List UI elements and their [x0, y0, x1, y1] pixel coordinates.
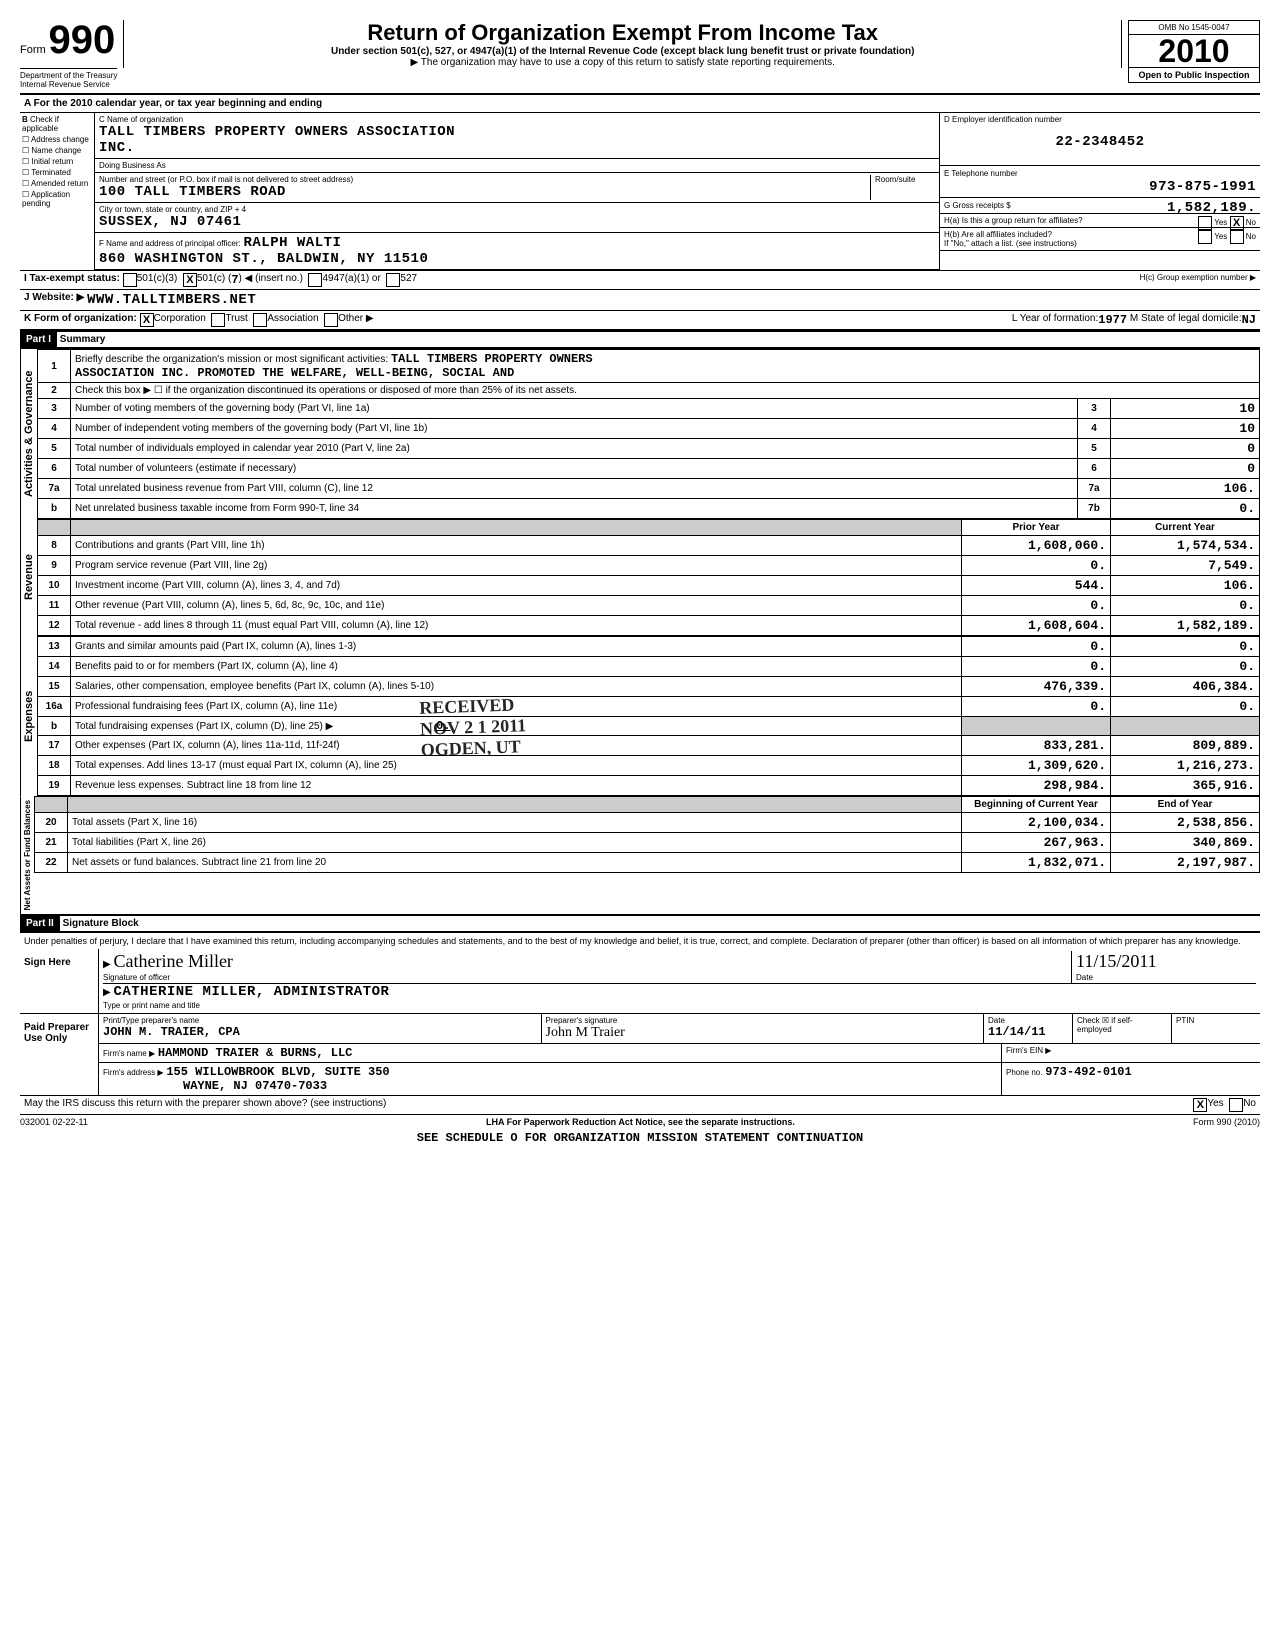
gross-receipts: 1,582,189. — [1167, 200, 1256, 216]
right-column: D Employer identification number 22-2348… — [940, 113, 1260, 270]
ein: 22-2348452 — [944, 134, 1256, 150]
received-stamp: RECEIVED NOV 2 1 2011 OGDEN, UT — [419, 694, 527, 761]
website: WWW.TALLTIMBERS.NET — [87, 292, 256, 308]
officer-addr: 860 WASHINGTON ST., BALDWIN, NY 11510 — [99, 251, 428, 267]
f-label: F Name and address of principal officer: — [99, 239, 241, 248]
street-address: 100 TALL TIMBERS ROAD — [99, 184, 870, 200]
hb-label: H(b) Are all affiliates included? — [944, 230, 1052, 239]
check-terminated: ☐ Terminated — [22, 168, 92, 177]
dba-label: Doing Business As — [95, 159, 939, 173]
row-a: A For the 2010 calendar year, or tax yea… — [20, 95, 1260, 113]
see-schedule: SEE SCHEDULE O FOR ORGANIZATION MISSION … — [20, 1131, 1260, 1145]
ptin-label: PTIN — [1172, 1014, 1260, 1043]
org-name-2: INC. — [99, 140, 935, 156]
row-i: I Tax-exempt status: 501(c)(3) X 501(c) … — [20, 271, 1260, 290]
firm-phone: 973-492-0101 — [1045, 1065, 1131, 1079]
room-label: Room/suite — [870, 175, 935, 200]
revenue-section: Revenue Prior YearCurrent Year 8Contribu… — [20, 519, 1260, 636]
discuss-no — [1229, 1098, 1243, 1112]
net-assets-section: Net Assets or Fund Balances Beginning of… — [20, 796, 1260, 914]
block-b: B Check if applicable ☐ Address change ☐… — [20, 113, 1260, 271]
expenses-section: Expenses 13Grants and similar amounts pa… — [20, 636, 1260, 796]
firm-addr-2: WAYNE, NJ 07470-7033 — [103, 1079, 327, 1093]
d-label: D Employer identification number — [944, 115, 1256, 124]
preparer-date: 11/14/11 — [988, 1025, 1068, 1039]
firm-name: HAMMOND TRAIER & BURNS, LLC — [158, 1046, 352, 1060]
title-block: Return of Organization Exempt From Incom… — [123, 20, 1122, 68]
footer: 032001 02-22-11 LHA For Paperwork Reduct… — [20, 1115, 1260, 1127]
ha-yes-box — [1198, 216, 1212, 230]
officer-signature: Catherine Miller — [113, 951, 232, 971]
header-note: ▶ The organization may have to use a cop… — [134, 57, 1111, 68]
self-employed-check: Check ☒ if self-employed — [1073, 1014, 1172, 1043]
city-label: City or town, state or country, and ZIP … — [99, 205, 935, 214]
addr-label: Number and street (or P.O. box if mail i… — [99, 175, 870, 184]
hb-note: If "No," attach a list. (see instruction… — [944, 239, 1077, 248]
form-header: Form 990 Department of the Treasury Inte… — [20, 20, 1260, 95]
c-label: C Name of organization — [99, 115, 935, 124]
form-number: 990 — [48, 18, 115, 62]
sig-date: 11/15/2011 — [1076, 951, 1157, 971]
subtitle: Under section 501(c), 527, or 4947(a)(1)… — [134, 46, 1111, 57]
check-initial: ☐ Initial return — [22, 157, 92, 166]
preparer-name: JOHN M. TRAIER, CPA — [103, 1025, 537, 1039]
paid-preparer-row: Paid Preparer Use Only Print/Type prepar… — [20, 1014, 1260, 1096]
dept-treasury: Department of the Treasury — [20, 68, 117, 80]
phone: 973-875-1991 — [944, 179, 1256, 195]
preparer-signature: John M Traier — [546, 1025, 980, 1041]
perjury-statement: Under penalties of perjury, I declare th… — [20, 933, 1260, 949]
firm-addr-1: 155 WILLOWBROOK BLVD, SUITE 350 — [166, 1065, 389, 1079]
501c-checked: X — [183, 273, 197, 287]
ha-no-box: X — [1230, 216, 1244, 230]
discuss-yes: X — [1193, 1098, 1207, 1112]
part1-header: Part I Summary — [20, 330, 1260, 349]
row-k: K Form of organization: X Corporation Tr… — [20, 311, 1260, 330]
open-public: Open to Public Inspection — [1129, 67, 1259, 82]
check-address: ☐ Address change — [22, 135, 92, 144]
officer-name: RALPH WALTI — [243, 235, 341, 251]
form-number-block: Form 990 Department of the Treasury Inte… — [20, 20, 117, 89]
dept-irs: Internal Revenue Service — [20, 80, 117, 89]
check-application: ☐ Application pending — [22, 190, 92, 208]
part2-header: Part II Signature Block — [20, 914, 1260, 933]
name-column: C Name of organization TALL TIMBERS PROP… — [95, 113, 940, 270]
form-label: Form — [20, 44, 46, 56]
main-title: Return of Organization Exempt From Incom… — [134, 20, 1111, 46]
activities-governance-section: Activities & Governance 1 Briefly descri… — [20, 349, 1260, 519]
firm-ein-label: Firm's EIN ▶ — [1002, 1044, 1260, 1062]
discuss-row: May the IRS discuss this return with the… — [20, 1096, 1260, 1115]
officer-typed-name: CATHERINE MILLER, ADMINISTRATOR — [113, 984, 389, 1000]
hb-yes-box — [1198, 230, 1212, 244]
k-corp-x: X — [140, 313, 154, 327]
tax-year: 2010 — [1129, 35, 1259, 67]
sign-here-row: Sign Here ▶ Catherine MillerSignature of… — [20, 949, 1260, 1014]
check-amended: ☐ Amended return — [22, 179, 92, 188]
check-column: B Check if applicable ☐ Address change ☐… — [20, 113, 95, 270]
row-j: J Website: ▶ WWW.TALLTIMBERS.NET — [20, 290, 1260, 311]
g-label: G Gross receipts $ — [944, 201, 1011, 210]
check-name: ☐ Name change — [22, 146, 92, 155]
hb-no-box — [1230, 230, 1244, 244]
omb-box: OMB No 1545-0047 2010 Open to Public Ins… — [1128, 20, 1260, 83]
hc-label: H(c) Group exemption number ▶ — [1140, 273, 1256, 287]
e-label: E Telephone number — [944, 169, 1018, 178]
org-name-1: TALL TIMBERS PROPERTY OWNERS ASSOCIATION — [99, 124, 935, 140]
ha-label: H(a) Is this a group return for affiliat… — [944, 216, 1083, 225]
city-state-zip: SUSSEX, NJ 07461 — [99, 214, 935, 230]
